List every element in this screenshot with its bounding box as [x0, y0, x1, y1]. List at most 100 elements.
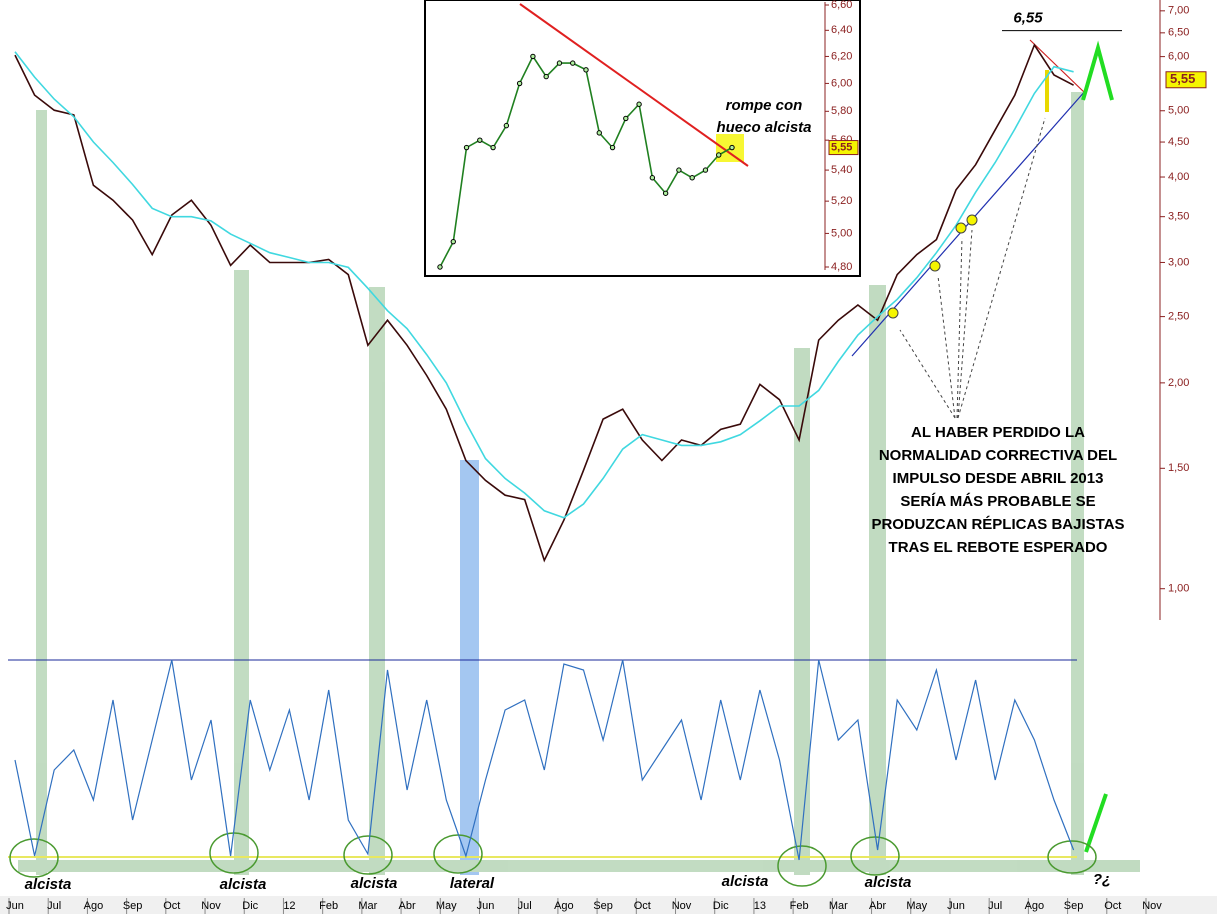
x-axis-strip — [0, 896, 1217, 914]
x-tick-label: Sep — [1064, 900, 1084, 912]
y-tick-label: 6,40 — [831, 24, 852, 36]
inset-point — [516, 80, 523, 87]
band — [18, 860, 1140, 872]
arrow-up — [1084, 793, 1108, 853]
x-tick-label: Dic — [242, 900, 258, 912]
annotation: hueco alcista — [716, 119, 811, 136]
inset-point — [623, 115, 629, 122]
x-tick-label: May — [906, 900, 927, 912]
price-tag — [828, 140, 859, 156]
inset-point — [702, 167, 709, 173]
annotation: NORMALIDAD CORRECTIVA DEL — [879, 447, 1117, 464]
y-tick-label: 1,00 — [1168, 583, 1189, 595]
series-line — [14, 51, 1074, 519]
x-tick-label: Ago — [554, 900, 574, 912]
annotation: AL HABER PERDIDO LA — [911, 424, 1085, 441]
y-tick-label: 5,00 — [831, 227, 852, 239]
dot — [887, 307, 899, 319]
arrow — [956, 237, 963, 419]
dot — [966, 214, 978, 226]
y-tick-label: 6,00 — [831, 77, 852, 89]
annotation: alcista — [220, 876, 267, 893]
series-line — [14, 659, 1075, 861]
inset-frame — [424, 0, 861, 277]
annotation: alcista — [865, 874, 912, 891]
arrow — [957, 229, 973, 419]
band — [794, 348, 810, 875]
x-tick-label: Feb — [790, 900, 809, 912]
price-tag-label: 5,55 — [1170, 71, 1195, 86]
x-tick-label: Nov — [672, 900, 692, 912]
dot — [929, 260, 941, 272]
annotation: IMPULSO DESDE ABRIL 2013 — [893, 470, 1104, 487]
peak-label: 6,55 — [1013, 10, 1043, 27]
bands — [18, 92, 1140, 875]
x-tick-label: Sep — [123, 900, 143, 912]
inset-point — [609, 144, 616, 151]
band — [1071, 92, 1084, 875]
x-tick-label: Oct — [634, 900, 651, 912]
x-tick-label: Abr — [869, 900, 886, 912]
arrows — [899, 117, 1046, 419]
band — [234, 270, 249, 875]
inset-point — [596, 130, 602, 136]
price-tag — [1165, 71, 1207, 89]
inset-point — [729, 144, 735, 151]
arrow-up — [1081, 40, 1114, 101]
x-tick-label: 13 — [754, 900, 766, 912]
y-tick-label: 6,20 — [831, 50, 852, 62]
x-tick-label: Jun — [6, 900, 24, 912]
x-tick-label: Abr — [399, 900, 416, 912]
y-tick-label: 5,00 — [1168, 105, 1189, 117]
x-tick-label: Jun — [477, 900, 495, 912]
inset-point — [450, 238, 456, 245]
y-tick-label: 6,60 — [831, 0, 852, 11]
circle — [1047, 840, 1097, 874]
inset-trendline — [519, 3, 749, 167]
annotation: SERÍA MÁS PROBABLE SE — [900, 493, 1095, 510]
x-tick-label: 12 — [283, 900, 295, 912]
inset-point — [689, 175, 695, 181]
x-tick-label: Oct — [163, 900, 180, 912]
y-tick-label: 4,80 — [831, 261, 852, 273]
y-tick-label: 5,20 — [831, 195, 852, 207]
y-tick-label: 2,50 — [1168, 311, 1189, 323]
inset-point — [570, 60, 576, 66]
x-tick-label: Jun — [947, 900, 965, 912]
annotation: PRODUZCAN RÉPLICAS BAJISTAS — [871, 516, 1124, 533]
inset-point — [636, 101, 642, 107]
band — [369, 287, 385, 875]
y-tick-label: 3,50 — [1168, 211, 1189, 223]
band — [36, 110, 47, 875]
inset-point — [583, 67, 589, 73]
y-tick-label: 6,00 — [1168, 51, 1189, 63]
x-tick-label: Sep — [593, 900, 613, 912]
inset-point — [490, 144, 496, 151]
y-tick-label: 5,40 — [831, 164, 852, 176]
arrow — [957, 117, 1046, 419]
annotation: alcista — [25, 876, 72, 893]
annotation: ?¿ — [1093, 871, 1111, 888]
x-tick-label: Ago — [1025, 900, 1045, 912]
inset-point — [543, 73, 549, 80]
x-tick-label: Dic — [713, 900, 729, 912]
x-tick-label: Mar — [358, 900, 377, 912]
circle — [9, 838, 59, 878]
y-tick-label: 1,50 — [1168, 462, 1189, 474]
x-tick-label: Nov — [201, 900, 221, 912]
arrow — [899, 329, 956, 419]
inset-point — [437, 264, 443, 270]
inset-point — [463, 144, 470, 151]
band — [460, 460, 479, 875]
x-tick-label: Nov — [1142, 900, 1162, 912]
y-tick-label: 6,50 — [1168, 27, 1189, 39]
y-tick-label: 5,80 — [831, 105, 852, 117]
circle — [343, 835, 393, 875]
annotation: alcista — [351, 875, 398, 892]
y-tick-label: 2,00 — [1168, 377, 1189, 389]
annotation: alcista — [722, 873, 769, 890]
inset-point — [662, 190, 669, 196]
inset-point — [556, 60, 563, 66]
inset-point — [477, 137, 483, 143]
